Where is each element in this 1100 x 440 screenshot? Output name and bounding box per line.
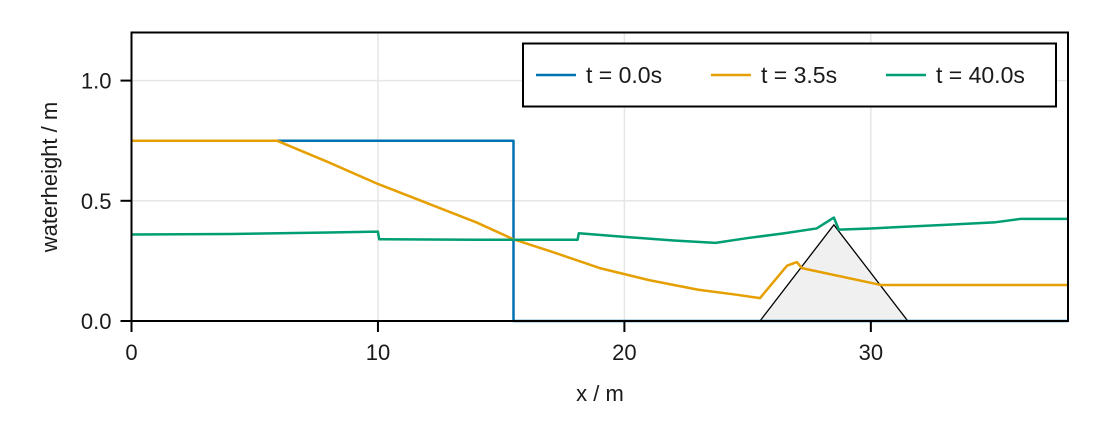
y-tick-label: 0.0: [81, 309, 112, 334]
x-tick-label: 0: [125, 340, 137, 365]
y-tick-label: 1.0: [81, 69, 112, 94]
legend-label-t35: t = 3.5s: [761, 62, 837, 88]
axis-ticks: [120, 79, 872, 332]
legend-box: [522, 42, 1057, 108]
y-tick-label: 0.5: [81, 189, 112, 214]
series-line-2: [131, 216, 1068, 245]
legend-label-t40: t = 40.0s: [936, 62, 1025, 88]
y-tick-labels: 0.0 0.5 1.0: [81, 69, 112, 334]
x-axis-label: x / m: [576, 381, 624, 406]
x-tick-label: 10: [366, 340, 390, 365]
x-tick-label: 30: [859, 340, 883, 365]
x-tick-labels: 0 10 20 30: [125, 340, 883, 365]
plot-frame: [130, 31, 1069, 322]
x-tick-label: 20: [612, 340, 636, 365]
legend-label-t0: t = 0.0s: [586, 62, 662, 88]
series-line-1: [131, 139, 1068, 300]
legend: t = 0.0s t = 3.5s t = 40.0s: [522, 42, 1057, 108]
y-axis-label: waterheight / m: [37, 102, 62, 253]
